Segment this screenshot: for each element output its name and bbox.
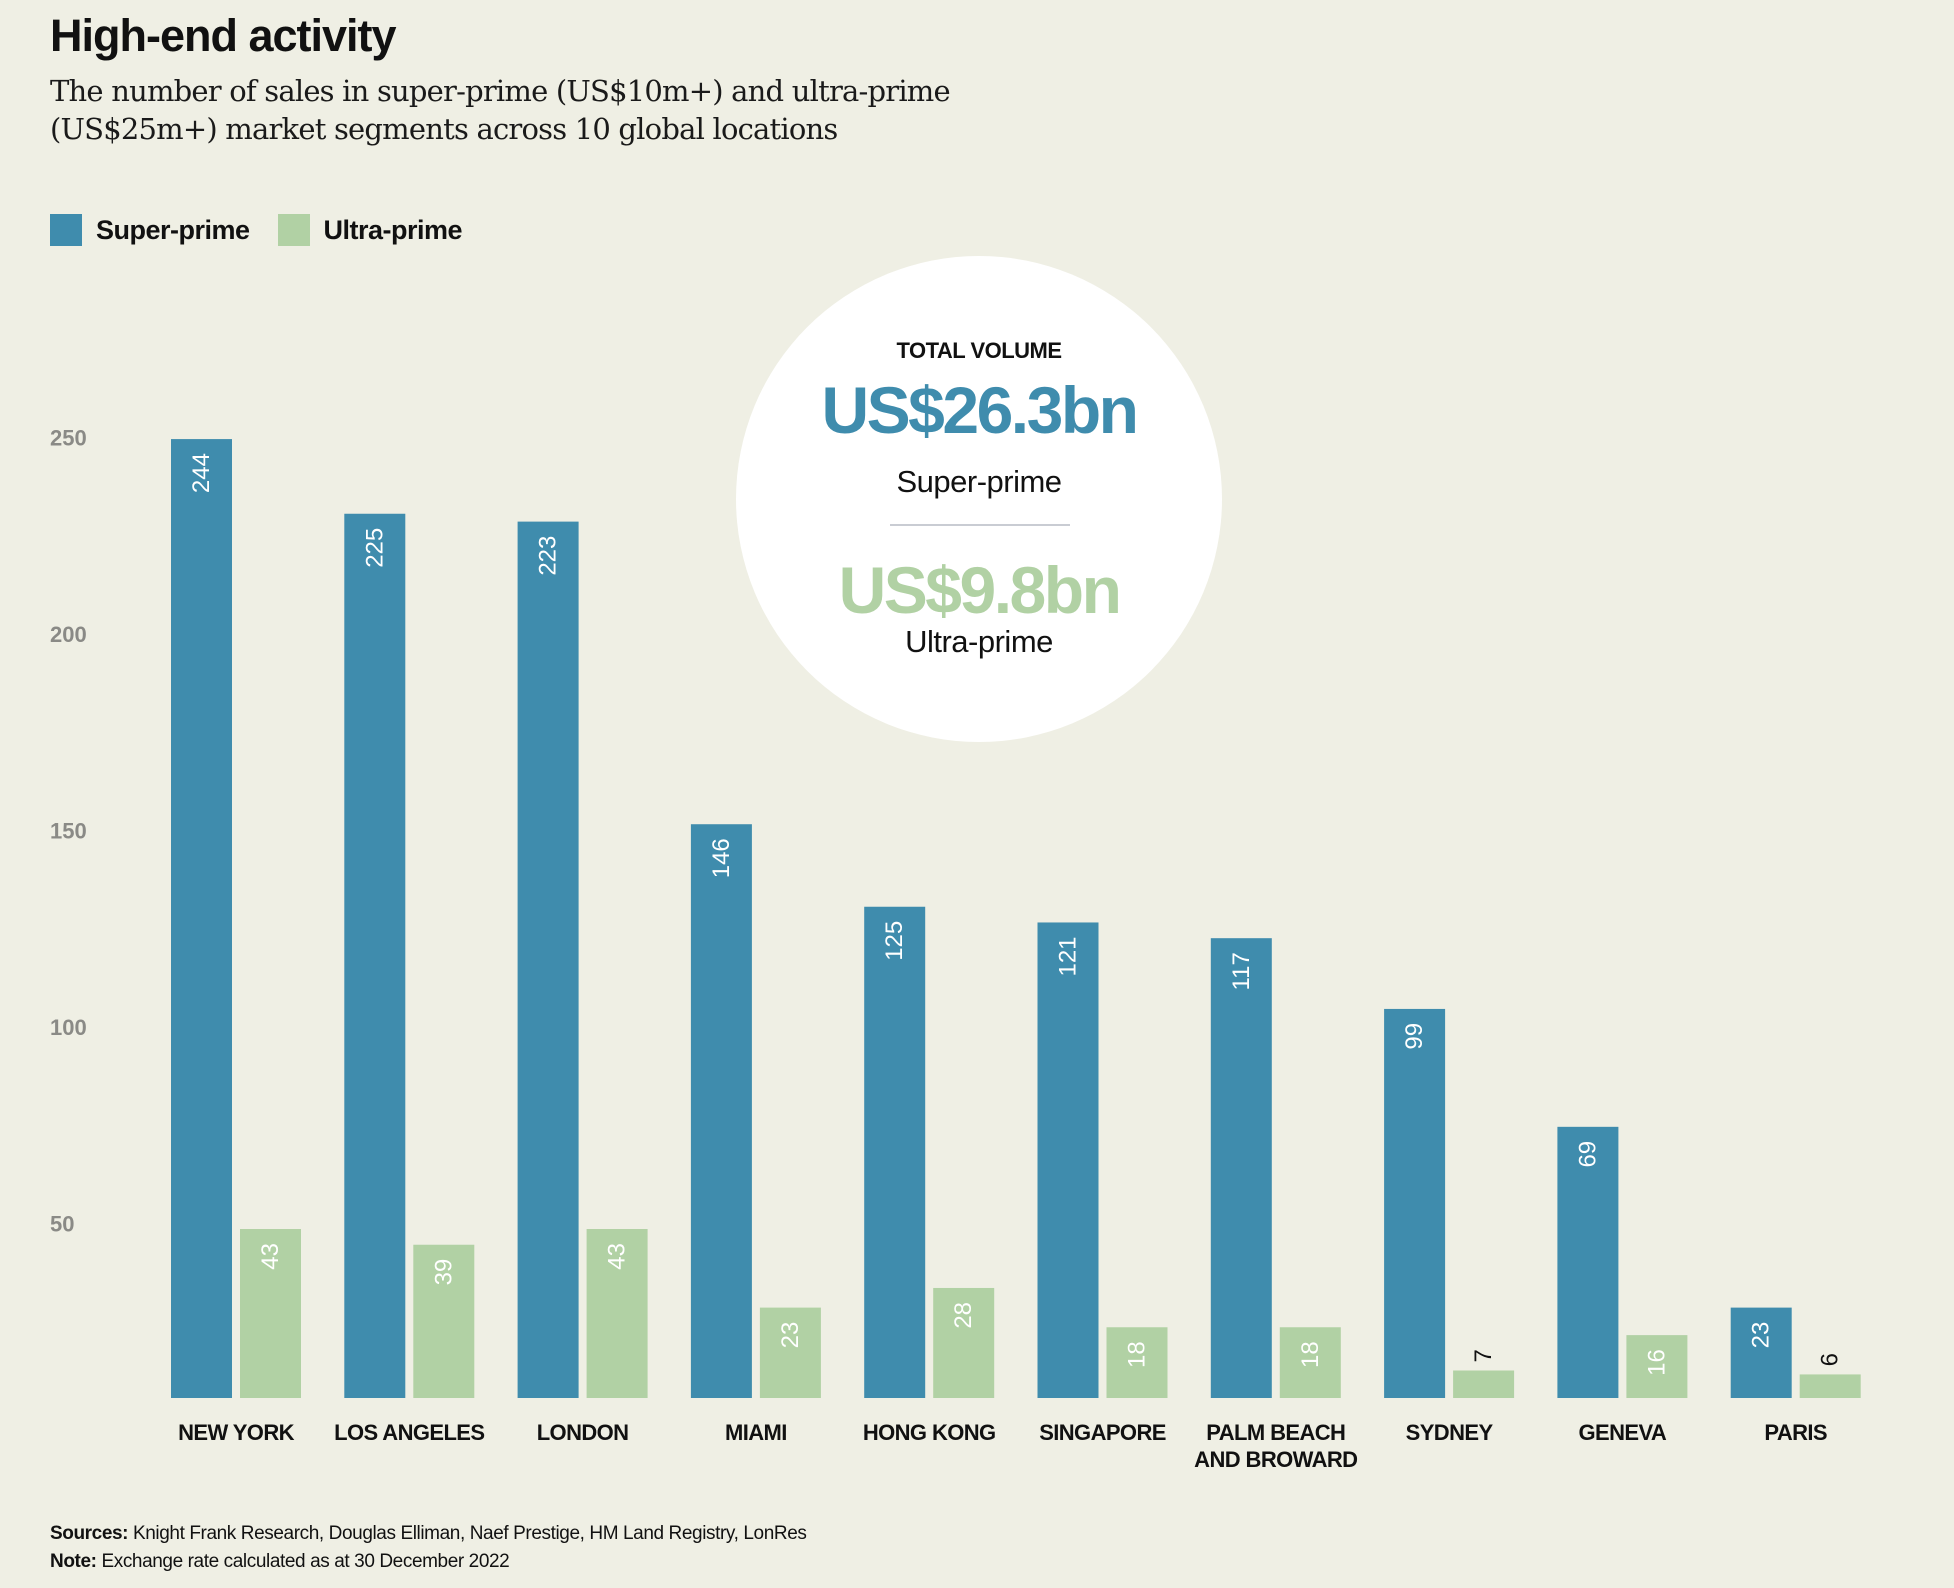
y-tick-label: 150	[50, 819, 87, 844]
total-volume-heading: TOTAL VOLUME	[896, 338, 1062, 363]
footer: Sources: Knight Frank Research, Douglas …	[50, 1520, 807, 1576]
x-category-label: PALM BEACH	[1206, 1420, 1345, 1445]
note-line: Note: Exchange rate calculated as at 30 …	[50, 1548, 806, 1576]
bar-super-prime	[517, 521, 579, 1398]
bar-super-prime	[344, 513, 406, 1398]
data-label: 225	[361, 528, 388, 568]
legend-label-ultra-prime: Ultra-prime	[323, 214, 463, 245]
bar-ultra-prime	[586, 1229, 648, 1398]
legend-item-super-prime: Super-prime	[50, 214, 250, 246]
data-label: 244	[188, 453, 215, 493]
bar-ultra-prime	[413, 1244, 475, 1398]
data-label: 43	[257, 1243, 284, 1270]
data-label: 23	[777, 1322, 804, 1349]
data-label: 7	[1470, 1349, 1497, 1362]
note-label: Note:	[50, 1551, 97, 1572]
data-label: 23	[1748, 1322, 1775, 1349]
callout-divider	[890, 524, 1070, 526]
data-label: 121	[1055, 936, 1082, 976]
legend: Super-prime Ultra-prime	[50, 214, 490, 246]
y-tick-label: 200	[50, 622, 87, 647]
super-prime-total-value: US$26.3bn	[821, 373, 1139, 447]
data-label: 223	[535, 536, 562, 576]
data-label: 18	[1124, 1341, 1151, 1368]
data-label: 18	[1297, 1341, 1324, 1368]
legend-item-ultra-prime: Ultra-prime	[277, 214, 463, 246]
bar-ultra-prime	[1626, 1335, 1688, 1398]
x-category-label: MIAMI	[725, 1420, 787, 1445]
bar-super-prime	[1384, 1008, 1446, 1398]
bar-super-prime	[1557, 1126, 1619, 1398]
y-axis: 50 100 150 200 250	[50, 426, 87, 1237]
x-category-label: LONDON	[537, 1420, 629, 1445]
x-category-label: AND BROWARD	[1194, 1447, 1357, 1472]
legend-swatch-super-prime	[50, 214, 82, 246]
chart-subtitle: The number of sales in super-prime (US$1…	[50, 74, 951, 146]
y-tick-label: 100	[50, 1015, 87, 1040]
x-category-label: GENEVA	[1579, 1420, 1667, 1445]
legend-label-super-prime: Super-prime	[96, 214, 250, 245]
bar-super-prime	[171, 439, 232, 1399]
bar-ultra-prime	[933, 1287, 995, 1398]
bar-super-prime	[690, 824, 752, 1398]
super-prime-total-label: Super-prime	[896, 464, 1062, 499]
legend-swatch-ultra-prime	[277, 214, 310, 246]
x-category-label: SYDNEY	[1406, 1420, 1494, 1445]
data-label: 146	[708, 838, 735, 878]
bar-super-prime	[864, 906, 926, 1398]
x-category-label: HONG KONG	[863, 1420, 996, 1445]
sources-label: Sources:	[50, 1523, 129, 1544]
data-label: 69	[1574, 1141, 1601, 1168]
note-text: Exchange rate calculated as at 30 Decemb…	[96, 1551, 510, 1572]
data-label: 125	[881, 921, 908, 961]
bar-ultra-prime	[1799, 1374, 1861, 1398]
bar-super-prime	[1210, 938, 1272, 1398]
y-tick-label: 50	[50, 1212, 74, 1237]
x-category-label: SINGAPORE	[1039, 1420, 1166, 1445]
x-category-label: NEW YORK	[178, 1420, 295, 1445]
data-label: 28	[950, 1302, 977, 1329]
bar-ultra-prime	[1279, 1327, 1341, 1398]
data-label: 99	[1401, 1023, 1428, 1050]
sources-line: Sources: Knight Frank Research, Douglas …	[50, 1520, 807, 1548]
bar-super-prime	[1037, 922, 1099, 1398]
bar-ultra-prime	[759, 1307, 821, 1398]
x-axis: NEW YORK LOS ANGELES LONDON MIAMI HONG KONG S…	[178, 1420, 1828, 1472]
x-category-label: LOS ANGELES	[334, 1420, 484, 1445]
bar-super-prime	[1730, 1307, 1792, 1398]
bar-ultra-prime	[1106, 1327, 1168, 1398]
data-label: 43	[604, 1243, 631, 1270]
data-label: 6	[1817, 1353, 1844, 1366]
chart-title: High-end activity	[50, 10, 397, 61]
bar-ultra-prime	[240, 1229, 301, 1398]
bar-ultra-prime	[1453, 1370, 1515, 1398]
bars: 244 43 225 39 223 43 146 23 125 28 121 18 117 18 99 7 69…	[171, 439, 1861, 1399]
ultra-prime-total-label: Ultra-prime	[905, 624, 1053, 659]
x-category-label: PARIS	[1764, 1420, 1827, 1445]
sources-text: Knight Frank Research, Douglas Elliman, …	[128, 1523, 807, 1544]
data-label: 117	[1228, 952, 1255, 990]
y-tick-label: 250	[50, 426, 87, 451]
data-label: 39	[430, 1259, 457, 1286]
total-volume-callout: TOTAL VOLUME US$26.3bn Super-prime US$9.…	[736, 256, 1222, 742]
ultra-prime-total-value: US$9.8bn	[838, 553, 1122, 627]
data-label: 16	[1643, 1349, 1670, 1376]
